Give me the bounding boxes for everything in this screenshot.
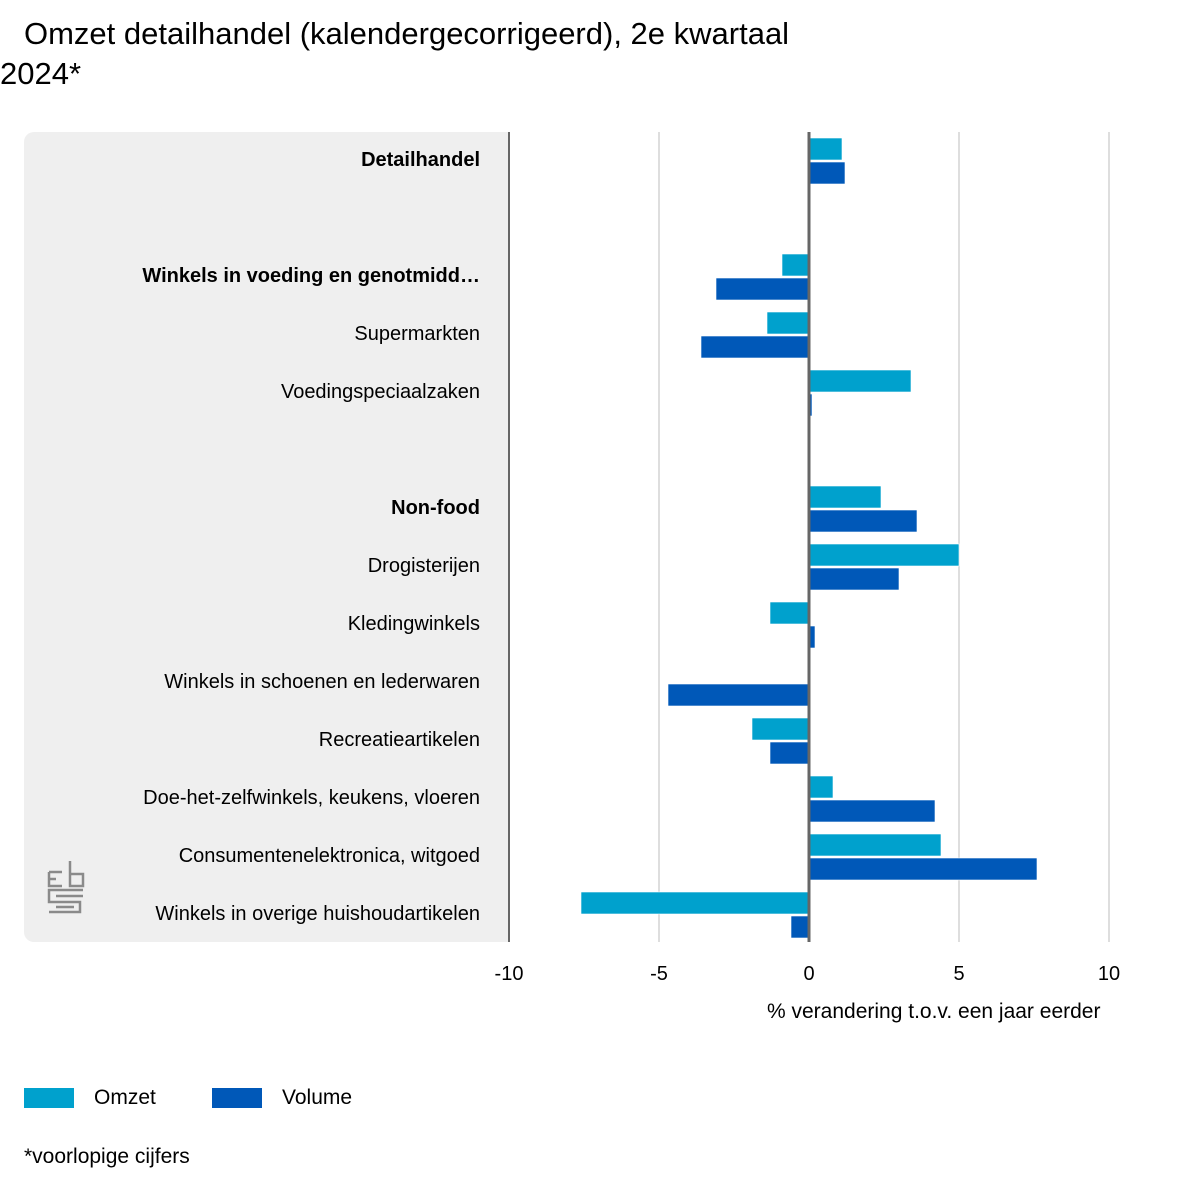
bar-volume xyxy=(769,741,810,765)
bar-chart: -10 -5 0 5 10 xyxy=(495,132,1120,985)
bar-volume xyxy=(790,915,810,939)
footnote: *voorlopige cijfers xyxy=(24,1145,190,1168)
bar-omzet xyxy=(580,891,810,915)
bar-omzet xyxy=(769,601,810,625)
legend-swatch-omzet xyxy=(24,1088,74,1108)
cbs-logo-icon xyxy=(47,861,85,914)
bar-volume xyxy=(808,857,1038,881)
legend-swatch-volume xyxy=(212,1088,262,1108)
legend-label-volume: Volume xyxy=(282,1086,353,1109)
category-label: Supermarkten xyxy=(354,323,480,345)
bar-omzet xyxy=(808,369,912,393)
category-label: Non-food xyxy=(391,497,480,519)
bar-volume xyxy=(808,509,918,533)
chart-title-line1: Omzet detailhandel (kalendergecorrigeerd… xyxy=(24,16,790,51)
bar-volume xyxy=(700,335,810,359)
bar-volume xyxy=(808,567,900,591)
x-axis-label: % verandering t.o.v. een jaar eerder xyxy=(767,1000,1101,1023)
category-label-panel xyxy=(24,132,509,942)
chart-title: Omzet detailhandel (kalendergecorrigeerd… xyxy=(0,14,900,94)
category-label: Winkels in voeding en genotmidd… xyxy=(142,265,480,287)
bar-omzet xyxy=(781,253,810,277)
bar-omzet xyxy=(808,543,960,567)
bar-omzet xyxy=(808,775,834,799)
legend-label-omzet: Omzet xyxy=(94,1086,156,1109)
category-label: Recreatieartikelen xyxy=(318,729,480,751)
category-label: Winkels in overige huishoudartikelen xyxy=(155,903,480,925)
category-label: Detailhandel xyxy=(361,149,480,171)
legend-item-volume: Volume xyxy=(212,1086,352,1110)
bar-omzet xyxy=(808,137,843,161)
legend-item-omzet: Omzet xyxy=(24,1086,156,1110)
bar-volume xyxy=(667,683,810,707)
category-label: Consumentenelektronica, witgoed xyxy=(178,845,480,867)
x-tick-label: -5 xyxy=(650,963,668,985)
x-tick-label: 10 xyxy=(1098,963,1120,985)
category-label: Winkels in schoenen en lederwaren xyxy=(164,671,480,693)
category-label: Voedingspeciaalzaken xyxy=(280,381,480,403)
bar-omzet xyxy=(766,311,810,335)
chart-title-line2: 2024* xyxy=(0,56,82,91)
x-tick-label: 5 xyxy=(953,963,964,985)
category-label: Kledingwinkels xyxy=(347,613,480,635)
category-label: Doe-het-zelfwinkels, keukens, vloeren xyxy=(143,787,480,809)
x-tick-label: 0 xyxy=(803,963,814,985)
bar-omzet xyxy=(808,833,942,857)
x-tick-label: -10 xyxy=(495,963,524,985)
bar-omzet xyxy=(808,485,882,509)
bar-volume xyxy=(808,799,936,823)
bar-volume xyxy=(715,277,810,301)
bar-omzet xyxy=(751,717,810,741)
category-label: Drogisterijen xyxy=(367,555,480,577)
bar-volume xyxy=(808,161,846,185)
